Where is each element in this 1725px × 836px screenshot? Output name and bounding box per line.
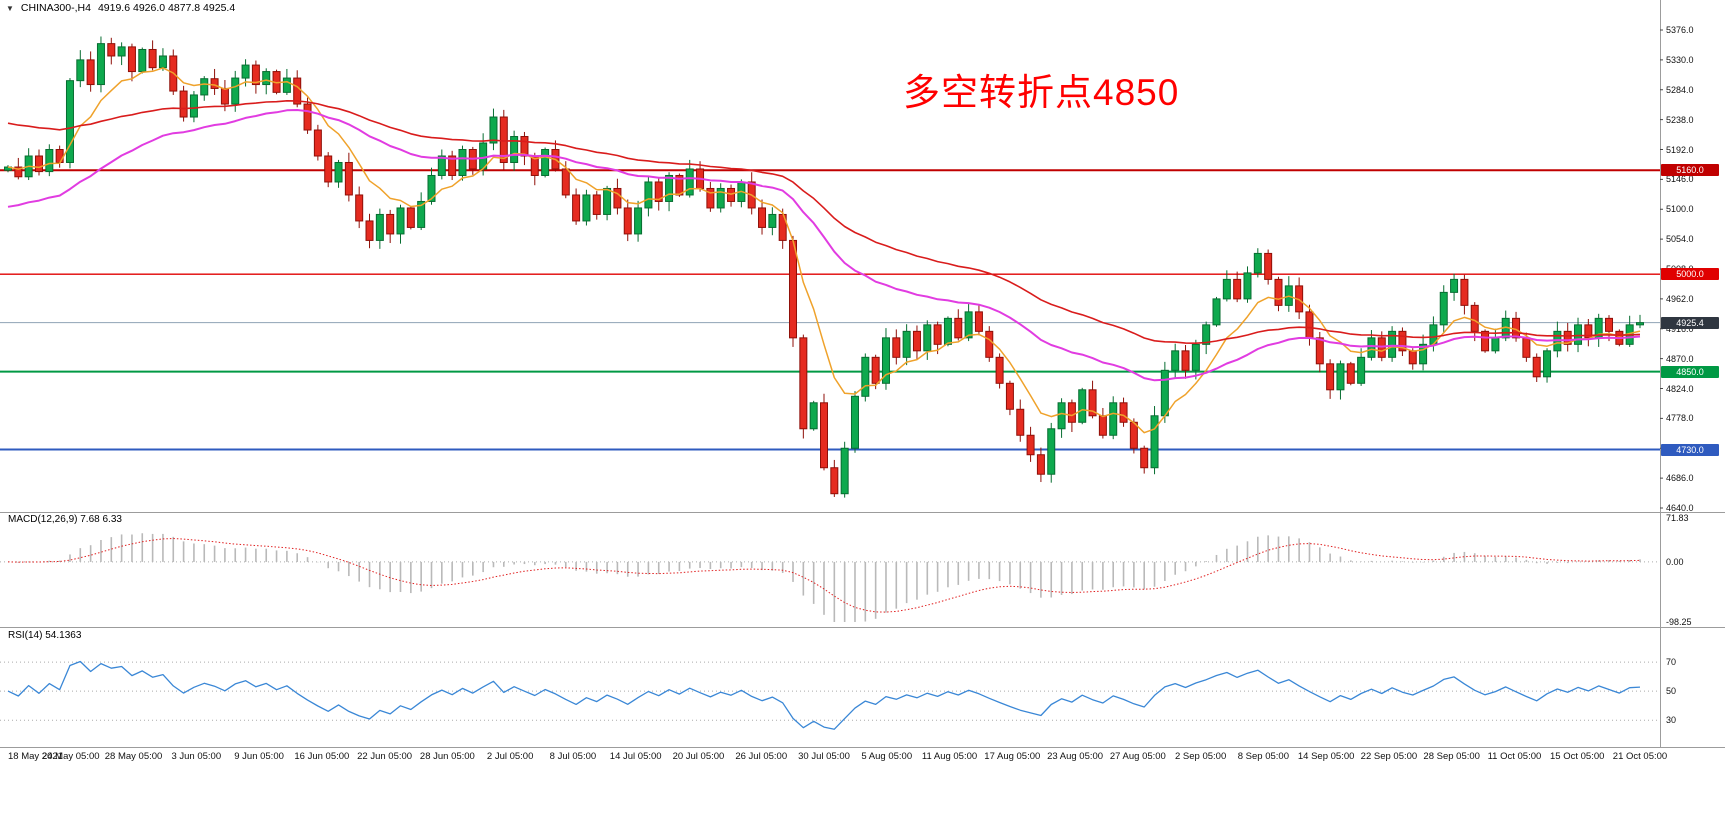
time-axis-label: 22 Sep 05:00 xyxy=(1360,751,1418,762)
price-tick-label: 4778.0 xyxy=(1666,413,1694,424)
price-line-badge: 5000.0 xyxy=(1661,268,1719,281)
time-axis-label: 5 Aug 05:00 xyxy=(861,751,913,762)
price-axis[interactable]: 5376.0 5330.0 5284.0 5238.0 5192.0 5146.0 5100… xyxy=(1660,0,1725,747)
macd-indicator-label: MACD(12,26,9) 7.68 6.33 xyxy=(8,514,122,525)
price-tick-label: 5284.0 xyxy=(1666,84,1694,95)
time-axis-label: 11 Aug 05:00 xyxy=(921,751,978,762)
time-axis-label: 9 Jun 05:00 xyxy=(234,751,284,762)
price-tick-label: 5054.0 xyxy=(1666,234,1694,245)
time-axis-label: 22 Jun 05:00 xyxy=(357,751,413,762)
macd-tick-label: -98.25 xyxy=(1666,617,1692,627)
price-tick-label: 5100.0 xyxy=(1666,204,1694,215)
price-tick-label: 4870.0 xyxy=(1666,353,1694,364)
rsi-indicator-label: RSI(14) 54.1363 xyxy=(8,630,82,641)
price-line-badge: 4730.0 xyxy=(1661,443,1719,456)
time-axis-label: 15 Oct 05:00 xyxy=(1550,751,1605,762)
annotation-text: 多空转折点4850 xyxy=(903,72,1180,113)
time-axis-label: 16 Jun 05:00 xyxy=(294,751,350,762)
price-tick-label: 4640.0 xyxy=(1666,503,1694,513)
time-axis-label: 18 May 2021 xyxy=(8,751,63,762)
price-tick-label: 5192.0 xyxy=(1666,144,1694,155)
price-line-badge: 5160.0 xyxy=(1661,164,1719,177)
price-tick-label: 4824.0 xyxy=(1666,383,1694,394)
time-axis-label: 21 Oct 05:00 xyxy=(1612,751,1668,762)
time-axis-label: 28 Sep 05:00 xyxy=(1423,751,1480,762)
price-tick-label: 4962.0 xyxy=(1666,293,1694,304)
hlines-layer xyxy=(0,169,1660,451)
separators-layer xyxy=(0,0,1725,748)
time-axis-label: 17 Aug 05:00 xyxy=(984,751,1041,762)
rsi-layer xyxy=(0,660,1660,730)
rsi-tick-label: 70 xyxy=(1666,657,1677,668)
price-tick-label: 5146.0 xyxy=(1666,174,1694,185)
time-axis-label: 28 May 05:00 xyxy=(104,751,163,762)
time-axis-label: 28 Jun 05:00 xyxy=(419,751,475,762)
time-axis-label: 26 Jul 05:00 xyxy=(735,751,788,762)
time-axis-label: 24 May 05:00 xyxy=(41,751,100,762)
time-axis-label: 14 Jul 05:00 xyxy=(609,751,662,762)
rsi-tick-label: 50 xyxy=(1666,686,1677,697)
time-axis-label: 3 Jun 05:00 xyxy=(171,751,222,762)
price-tick-label: 4916.0 xyxy=(1666,323,1694,334)
time-axis[interactable]: 18 May 2021 24 May 05:00 28 May 05:00 3 Jun… xyxy=(0,747,1725,836)
candles-layer xyxy=(4,36,1644,498)
price-tick-label: 5376.0 xyxy=(1666,25,1694,35)
ohlc-values: 4919.6 4926.0 4877.8 4925.4 xyxy=(97,2,236,14)
time-axis-label: 27 Aug 05:00 xyxy=(1109,751,1166,762)
time-axis-label: 20 Jul 05:00 xyxy=(672,751,725,762)
price-tick-label: 5238.0 xyxy=(1666,114,1694,125)
ma-lines-layer xyxy=(7,67,1641,434)
symbol-ohlc-header: ▼ CHINA300-,H4 4919.6 4926.0 4877.8 4925… xyxy=(6,2,235,14)
price-tick-label: 4686.0 xyxy=(1666,473,1694,484)
current-price-badge: 4925.4 xyxy=(1661,316,1719,329)
rsi-tick-label: 30 xyxy=(1666,715,1677,726)
price-line-badge: 4850.0 xyxy=(1661,365,1719,378)
collapse-triangle-icon[interactable]: ▼ xyxy=(6,3,14,13)
time-axis-label: 23 Aug 05:00 xyxy=(1047,751,1104,762)
time-axis-label: 8 Sep 05:00 xyxy=(1237,751,1289,762)
price-tick-label: 5330.0 xyxy=(1666,54,1694,65)
symbol-timeframe-label: CHINA300-,H4 xyxy=(20,2,91,14)
time-axis-label: 11 Oct 05:00 xyxy=(1487,751,1542,762)
time-axis-label: 2 Jul 05:00 xyxy=(486,751,534,762)
time-axis-label: 2 Sep 05:00 xyxy=(1174,751,1227,762)
time-axis-label: 14 Sep 05:00 xyxy=(1297,751,1355,762)
macd-layer xyxy=(0,533,1660,622)
macd-tick-label: 0.00 xyxy=(1666,556,1684,567)
macd-tick-label: 71.83 xyxy=(1666,513,1689,523)
time-axis-label: 8 Jul 05:00 xyxy=(549,751,597,762)
time-axis-label: 30 Jul 05:00 xyxy=(798,751,850,762)
